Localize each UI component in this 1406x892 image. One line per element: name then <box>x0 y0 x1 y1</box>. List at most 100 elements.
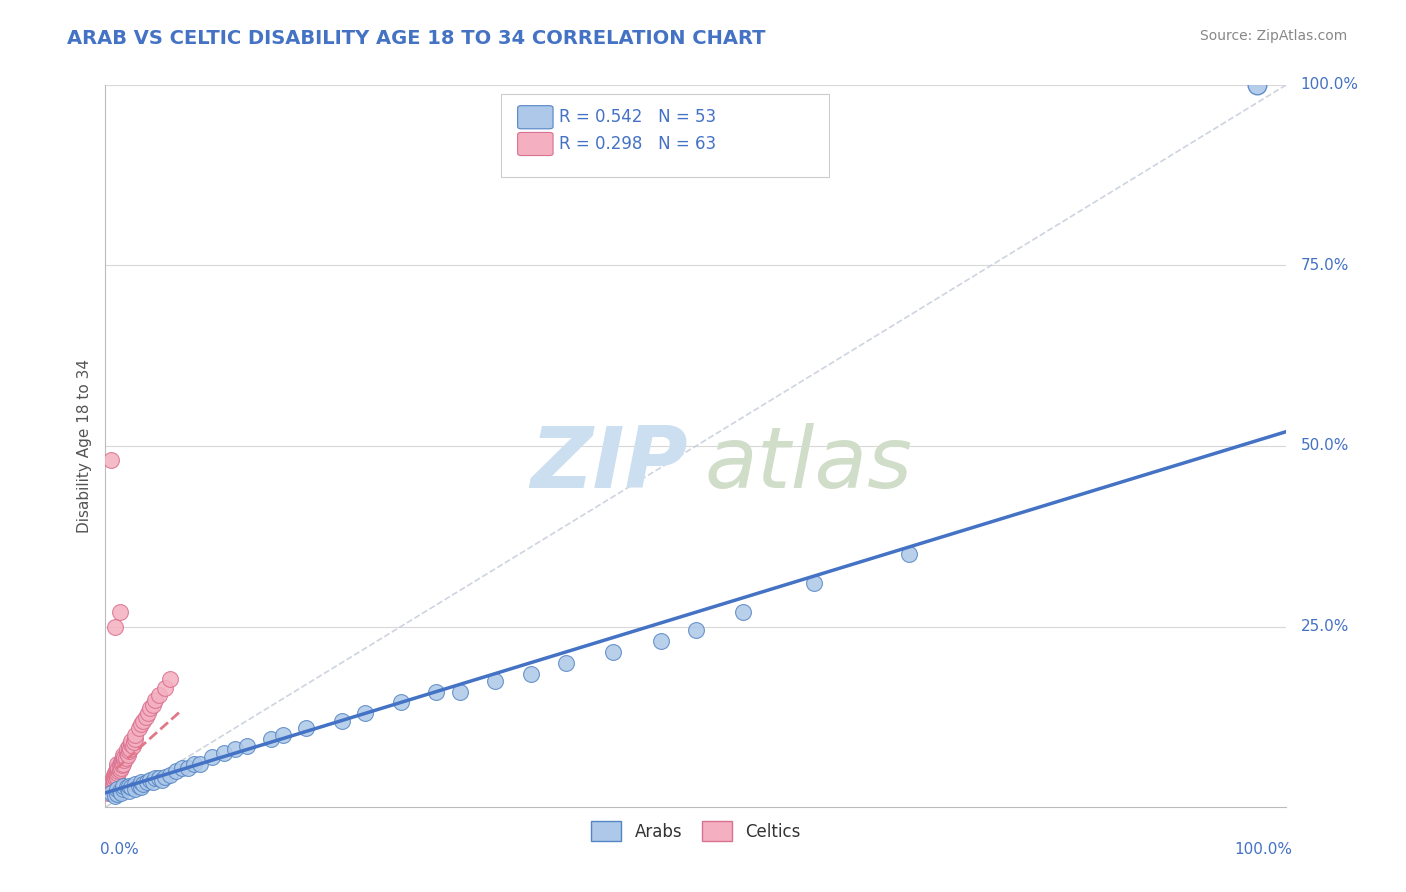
Point <box>148 772 170 786</box>
Point <box>733 605 755 619</box>
Point <box>150 772 173 787</box>
Point <box>98 779 121 793</box>
Point <box>118 779 141 793</box>
Point <box>142 698 165 712</box>
Point <box>108 763 131 777</box>
Point <box>124 782 146 797</box>
Point <box>103 775 125 789</box>
Point <box>107 764 129 778</box>
Text: atlas: atlas <box>704 423 912 506</box>
Point <box>425 684 447 698</box>
Point <box>271 728 294 742</box>
Point <box>135 710 157 724</box>
Y-axis label: Disability Age 18 to 34: Disability Age 18 to 34 <box>76 359 91 533</box>
Point <box>103 772 125 787</box>
Point <box>120 737 142 751</box>
Point <box>98 782 121 797</box>
Point <box>212 746 235 760</box>
Point <box>118 739 141 753</box>
Point <box>111 753 134 767</box>
Point <box>101 777 124 791</box>
Point <box>236 739 259 753</box>
Point <box>115 746 138 760</box>
Point <box>112 751 135 765</box>
Point <box>153 770 176 784</box>
Point <box>100 786 122 800</box>
Point <box>132 777 155 791</box>
Point <box>121 739 143 753</box>
Text: 25.0%: 25.0% <box>1301 619 1348 634</box>
Point <box>104 772 127 786</box>
Point <box>685 624 707 638</box>
Point <box>122 735 145 749</box>
Point <box>803 576 825 591</box>
Point <box>105 756 128 771</box>
Point <box>159 672 181 686</box>
Point <box>389 696 412 710</box>
Point <box>114 751 136 765</box>
Point <box>650 634 672 648</box>
Text: Source: ZipAtlas.com: Source: ZipAtlas.com <box>1199 29 1347 43</box>
Point <box>111 758 134 772</box>
Point <box>449 684 471 698</box>
Point <box>148 688 170 702</box>
Text: 75.0%: 75.0% <box>1301 258 1348 273</box>
Point <box>105 768 128 782</box>
Text: ARAB VS CELTIC DISABILITY AGE 18 TO 34 CORRELATION CHART: ARAB VS CELTIC DISABILITY AGE 18 TO 34 C… <box>67 29 766 47</box>
Point <box>260 731 283 746</box>
Text: 50.0%: 50.0% <box>1301 439 1348 453</box>
Point <box>97 786 120 800</box>
Point <box>108 784 131 798</box>
Point <box>110 756 132 770</box>
Point <box>103 768 125 782</box>
Point <box>159 768 181 782</box>
Point <box>177 760 200 774</box>
Point <box>100 782 122 797</box>
Point <box>124 731 146 746</box>
Point <box>519 666 541 681</box>
Text: 100.0%: 100.0% <box>1234 842 1292 857</box>
Point <box>139 772 162 787</box>
Point <box>897 548 920 562</box>
Point <box>101 779 124 793</box>
Point <box>136 706 159 721</box>
Point <box>105 782 128 797</box>
Point <box>120 742 142 756</box>
Point <box>224 742 246 756</box>
Point <box>142 775 165 789</box>
Point <box>188 756 211 771</box>
Point <box>118 744 141 758</box>
Point <box>112 782 135 797</box>
Point <box>110 786 132 800</box>
Point <box>143 772 166 786</box>
Point <box>1246 78 1268 92</box>
Point <box>101 780 124 794</box>
Point <box>105 760 128 774</box>
FancyBboxPatch shape <box>517 105 553 128</box>
Point <box>153 681 176 695</box>
Point <box>105 787 128 801</box>
Point <box>120 780 142 794</box>
Point <box>108 605 131 619</box>
Point <box>295 721 318 735</box>
Point <box>105 770 128 784</box>
Point <box>108 758 131 772</box>
Point <box>107 760 129 774</box>
Point <box>115 780 138 794</box>
Point <box>120 733 142 747</box>
Point <box>101 772 124 786</box>
Point <box>124 777 146 791</box>
Point <box>132 714 155 728</box>
Point <box>112 753 135 767</box>
FancyBboxPatch shape <box>501 95 830 177</box>
Point <box>98 784 121 798</box>
Point <box>129 717 152 731</box>
Point <box>117 748 139 763</box>
Point <box>128 779 150 793</box>
Point <box>104 789 127 804</box>
Point <box>104 770 127 784</box>
Point <box>104 619 127 633</box>
Point <box>118 784 141 798</box>
Point <box>105 765 128 780</box>
Point <box>129 780 152 794</box>
